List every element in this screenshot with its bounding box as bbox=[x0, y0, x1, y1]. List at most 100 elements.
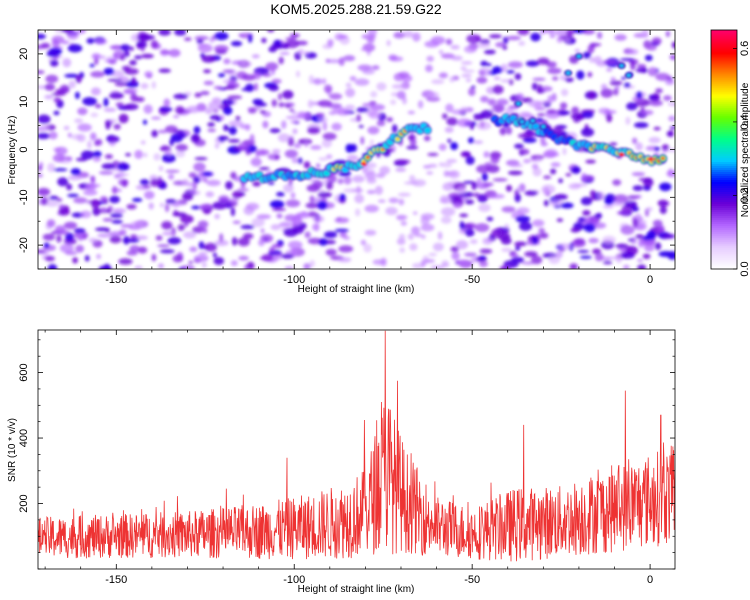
spectrogram-cell bbox=[317, 192, 333, 198]
spectrogram-cell bbox=[90, 71, 105, 78]
spectrogram-cell bbox=[548, 255, 561, 264]
spectrogram-cell bbox=[642, 235, 653, 241]
colorbar-band bbox=[711, 175, 737, 178]
spectrogram-cell bbox=[95, 138, 103, 146]
spectrogram-cell bbox=[165, 199, 177, 204]
spectrogram-cell bbox=[366, 189, 376, 195]
colorbar-band bbox=[711, 235, 737, 238]
spectrogram-cell bbox=[465, 199, 475, 205]
spectrogram-cell bbox=[104, 154, 113, 160]
spectrogram-cell bbox=[338, 245, 354, 253]
spectrogram-cell bbox=[262, 120, 269, 129]
snr-y-tick-label: 200 bbox=[18, 494, 30, 512]
spectrogram-cell bbox=[165, 169, 180, 173]
spectrogram-cell bbox=[238, 255, 249, 261]
spectrogram-cell bbox=[506, 35, 521, 41]
spectrogram-cell bbox=[411, 179, 427, 187]
spectrogram-cell bbox=[273, 256, 282, 261]
colorbar-band bbox=[711, 39, 737, 43]
spectrogram-cell bbox=[437, 231, 443, 240]
spectrogram-cell bbox=[51, 92, 66, 96]
spectrogram-cell bbox=[665, 30, 671, 38]
colorbar-band bbox=[711, 83, 737, 87]
spectrogram-cell bbox=[558, 178, 563, 184]
chart-title: KOM5.2025.288.21.59.G22 bbox=[270, 1, 441, 17]
spectrogram-cell bbox=[396, 238, 406, 245]
spectrogram-cell bbox=[479, 248, 493, 254]
colorbar-band bbox=[711, 30, 737, 33]
spectrogram-cell bbox=[608, 256, 620, 260]
colorbar-band bbox=[711, 45, 737, 49]
spectrogram-cell bbox=[214, 213, 220, 220]
spectrogram-cell bbox=[144, 71, 153, 78]
spectrogram-cell bbox=[44, 83, 55, 91]
spectrogram-cell bbox=[409, 137, 417, 147]
spectrogram-cell bbox=[67, 175, 82, 181]
colorbar-band bbox=[711, 109, 737, 113]
spectrogram-cell bbox=[479, 255, 486, 260]
colorbar-band bbox=[711, 57, 737, 61]
spectrogram-cell bbox=[167, 148, 173, 157]
spectrogram-cell bbox=[126, 204, 137, 210]
colorbar-band bbox=[711, 229, 737, 232]
colorbar-band bbox=[711, 197, 737, 200]
spectrogram-cell bbox=[562, 147, 567, 156]
spectrogram-cell bbox=[412, 32, 421, 42]
spectrogram-cell bbox=[281, 120, 287, 129]
spectrogram-cell bbox=[345, 82, 352, 88]
spectrogram-cell bbox=[460, 61, 473, 65]
spectrogram-cell bbox=[158, 68, 171, 73]
spectrogram-cell bbox=[225, 181, 233, 190]
spectrogram-cell bbox=[642, 177, 654, 187]
spectrogram-cell bbox=[491, 228, 503, 238]
spectrogram-cell bbox=[476, 76, 488, 84]
spectrogram-cell bbox=[99, 196, 108, 202]
spectrogram-cell bbox=[328, 111, 337, 115]
spectrogram-cell bbox=[159, 249, 175, 254]
spectrogram-cell bbox=[241, 88, 251, 91]
spectrogram-x-tick-label: 0 bbox=[647, 274, 653, 286]
spectrogram-cell bbox=[111, 219, 123, 224]
spectrogram-cell bbox=[159, 106, 173, 112]
spectrogram-cell bbox=[569, 263, 578, 269]
spectrogram-cell bbox=[624, 201, 638, 208]
spectrogram-cell bbox=[273, 253, 283, 257]
spectrogram-cell bbox=[360, 47, 369, 52]
spectrogram-cell bbox=[588, 56, 596, 64]
spectrogram-cell bbox=[386, 40, 391, 47]
spectrogram-cell bbox=[622, 264, 630, 269]
spectrogram-cell bbox=[486, 216, 494, 222]
spectrogram-cell bbox=[63, 125, 70, 131]
spectrogram-cell bbox=[283, 183, 294, 193]
spectrogram-cell bbox=[119, 229, 127, 236]
colorbar-band bbox=[711, 139, 737, 143]
spectrogram-cell bbox=[476, 164, 490, 174]
colorbar-band bbox=[711, 31, 737, 35]
spectrogram-cell bbox=[103, 107, 117, 112]
spectrogram-cell bbox=[94, 38, 108, 45]
spectrogram-cell bbox=[74, 118, 84, 124]
colorbar-band bbox=[711, 107, 737, 111]
spectrogram-cell bbox=[631, 206, 639, 212]
spectrogram-cell bbox=[159, 202, 165, 208]
spectrogram-cell bbox=[124, 103, 139, 111]
spectrogram-cell bbox=[196, 39, 204, 44]
spectrogram-cell bbox=[380, 257, 387, 267]
spectrogram-cell bbox=[128, 225, 141, 230]
colorbar-tick-label: 0.0 bbox=[739, 261, 750, 276]
spectrogram-cell bbox=[239, 60, 253, 68]
colorbar-band bbox=[711, 41, 737, 45]
spectrogram-cell bbox=[120, 54, 125, 61]
snr-y-tick-label: 600 bbox=[18, 363, 30, 381]
colorbar-band bbox=[711, 55, 737, 59]
spectrogram-cell bbox=[334, 217, 350, 224]
colorbar-band bbox=[711, 143, 737, 147]
spectrogram-cell bbox=[391, 124, 398, 134]
spectrogram-cell bbox=[420, 223, 435, 232]
spectrogram-cell bbox=[633, 122, 649, 129]
spectrogram-cell bbox=[214, 143, 220, 149]
spectrogram-cell bbox=[596, 31, 603, 39]
colorbar-band bbox=[711, 207, 737, 210]
spectrogram-cell bbox=[287, 240, 303, 250]
colorbar-band bbox=[711, 135, 737, 139]
